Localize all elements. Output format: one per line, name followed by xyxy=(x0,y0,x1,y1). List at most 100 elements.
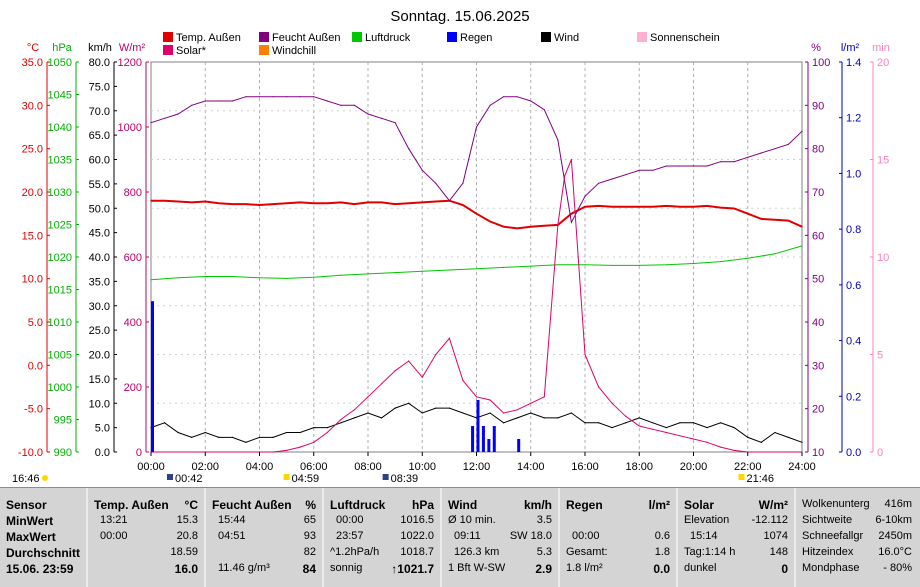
data-point xyxy=(272,96,274,98)
data-point xyxy=(516,417,518,419)
axis-unit: min xyxy=(872,42,890,54)
data-point xyxy=(313,202,315,204)
rain-r2b: 0.6 xyxy=(654,530,670,542)
tick-label: 10 xyxy=(877,252,889,264)
data-point xyxy=(367,412,369,414)
tick-label: 1.4 xyxy=(846,57,861,69)
tick-label: -5.0 xyxy=(24,404,43,416)
humid-abs: 11.46 g/m³ xyxy=(218,562,270,574)
tick-label: 15.0 xyxy=(22,230,43,242)
data-point xyxy=(367,201,369,203)
misc-r2b: 2450m xyxy=(878,530,912,542)
data-point xyxy=(448,269,450,271)
sensor-header: Sensor xyxy=(6,498,47,512)
data-point xyxy=(516,409,518,411)
tick-label: 10.0 xyxy=(22,274,43,286)
data-point xyxy=(299,96,301,98)
tick-label: 60 xyxy=(812,230,824,242)
data-point xyxy=(394,407,396,409)
data-point xyxy=(367,396,369,398)
data-point xyxy=(462,182,464,184)
press-trend: ^1.2hPa/h xyxy=(330,546,380,558)
data-point xyxy=(638,264,640,267)
tick-label: 10 xyxy=(812,447,824,459)
data-point xyxy=(231,100,233,102)
data-point xyxy=(543,396,545,398)
solar-unit: W/m² xyxy=(758,498,788,512)
x-axis: 00:00 02:00 04:00 06:00 08:00 10:00 12:00 14:00… xyxy=(137,452,816,473)
data-point xyxy=(706,441,708,443)
tick-label: 40 xyxy=(812,317,824,329)
legend-label: Regen xyxy=(460,32,492,44)
data-point xyxy=(530,265,532,267)
data-point xyxy=(448,407,450,409)
data-point xyxy=(258,277,261,279)
data-point xyxy=(313,276,315,278)
data-point xyxy=(679,435,681,437)
tick-label: 10.0 xyxy=(89,398,110,410)
data-point xyxy=(150,122,152,124)
data-point xyxy=(503,422,505,424)
data-point xyxy=(340,418,342,421)
data-point xyxy=(218,100,220,102)
data-point xyxy=(367,113,369,115)
data-point xyxy=(760,441,762,443)
humid-current: 84 xyxy=(302,562,316,576)
data-point xyxy=(733,207,735,210)
data-point xyxy=(475,268,478,270)
data-point xyxy=(231,275,233,278)
data-point xyxy=(665,431,667,434)
data-point xyxy=(435,407,437,409)
temp-min: 15.3 xyxy=(176,514,198,526)
tick-label: 25.0 xyxy=(89,325,110,337)
press-min-time: 00:00 xyxy=(336,514,364,526)
data-point xyxy=(448,200,450,202)
data-point xyxy=(177,113,179,115)
data-point xyxy=(286,449,288,451)
data-point xyxy=(584,264,586,266)
max-label: MaxWert xyxy=(6,530,56,544)
data-point xyxy=(218,436,220,438)
data-point xyxy=(313,96,315,98)
data-point xyxy=(435,182,437,184)
data-point xyxy=(462,204,464,206)
tick-label: 90 xyxy=(812,100,824,112)
data-point xyxy=(706,165,708,167)
data-point xyxy=(272,203,274,205)
tick-label: 50.0 xyxy=(89,203,110,215)
tick-label: 20.0 xyxy=(89,350,110,362)
data-point xyxy=(638,169,640,171)
data-point xyxy=(286,202,288,204)
misc-r4a: Mondphase xyxy=(802,562,860,574)
col-rain: Regen l/m² 00:00 0.6 Gesamt: 1.8 1.8 l/m… xyxy=(560,488,678,587)
press-current: 1021.7 xyxy=(397,562,434,576)
data-point xyxy=(258,96,261,98)
data-point xyxy=(340,104,342,106)
data-point xyxy=(421,201,423,203)
data-point xyxy=(747,213,749,215)
data-point xyxy=(204,431,206,434)
col-temp: Temp. Außen °C 13:21 15.3 00:00 20.8 18.… xyxy=(88,488,206,587)
data-point xyxy=(218,202,220,204)
data-point xyxy=(597,205,600,207)
rain-bar xyxy=(487,439,491,452)
data-point xyxy=(801,245,803,247)
data-point xyxy=(801,226,803,228)
tick-label: 0.4 xyxy=(846,336,861,348)
data-point xyxy=(760,218,762,220)
data-point xyxy=(530,100,532,102)
rain-r3a: Gesamt: xyxy=(566,546,608,558)
data-point xyxy=(286,431,288,434)
data-point xyxy=(503,96,505,98)
data-point xyxy=(394,122,396,124)
solar-r2b: 1074 xyxy=(763,530,788,542)
data-point xyxy=(177,431,179,434)
misc-r4b: - 80% xyxy=(883,562,912,574)
data-point xyxy=(204,100,206,102)
data-point xyxy=(564,175,566,177)
rain-bar xyxy=(476,400,480,452)
weather-chart: Sonntag. 15.06.2025 Temp. Außen Feucht Au… xyxy=(12,8,890,485)
data-point xyxy=(408,202,410,204)
legend-swatch xyxy=(352,32,362,42)
wind-r2b: SW 18.0 xyxy=(509,530,552,542)
